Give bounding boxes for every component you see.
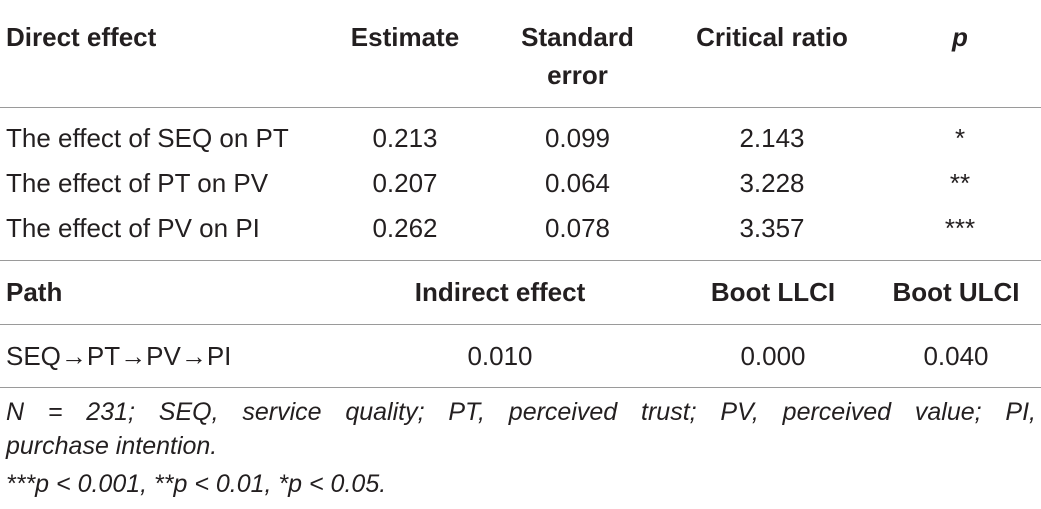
row-boot-llci: 0.000 — [740, 341, 806, 371]
row-indirect-effect: 0.010 — [467, 341, 533, 371]
row-standard-error: 0.078 — [544, 213, 611, 243]
row-estimate: 0.262 — [372, 213, 438, 243]
row-critical-ratio: 3.357 — [739, 213, 805, 243]
header-p: p — [952, 22, 968, 52]
header-standard-error-line2: error — [547, 60, 608, 90]
header-indirect-effect: Indirect effect — [414, 277, 586, 307]
row-p-value: *** — [944, 213, 976, 243]
row-label: The effect of PT on PV — [6, 168, 269, 198]
footnote-line-1: N = 231; SEQ, service quality; PT, perce… — [6, 398, 1036, 426]
row-estimate: 0.213 — [372, 123, 438, 153]
row-critical-ratio: 3.228 — [739, 168, 805, 198]
header-boot-llci: Boot LLCI — [710, 277, 836, 307]
row-standard-error: 0.099 — [544, 123, 611, 153]
row-boot-ulci: 0.040 — [923, 341, 989, 371]
row-estimate: 0.207 — [372, 168, 438, 198]
rule-table-bottom — [0, 387, 1041, 388]
row-label: The effect of SEQ on PT — [6, 123, 289, 153]
header-critical-ratio: Critical ratio — [696, 22, 848, 52]
row-critical-ratio: 2.143 — [739, 123, 805, 153]
header-boot-ulci: Boot ULCI — [892, 277, 1020, 307]
row-label: The effect of PV on PI — [6, 213, 260, 243]
rule-below-header-1 — [0, 107, 1041, 108]
header-direct-effect: Direct effect — [6, 22, 157, 52]
row-standard-error: 0.064 — [544, 168, 611, 198]
footnote-significance: ***p < 0.001, **p < 0.01, *p < 0.05. — [6, 470, 387, 498]
rule-below-header-2 — [0, 324, 1041, 325]
row-p-value: ** — [949, 168, 971, 198]
rule-above-header-2 — [0, 260, 1041, 261]
row-p-value: * — [954, 123, 966, 153]
table-footnote: N = 231; SEQ, service quality; PT, perce… — [6, 395, 1036, 501]
header-standard-error-line1: Standard — [521, 22, 634, 52]
header-path: Path — [6, 277, 63, 307]
footnote-line-2: purchase intention. — [6, 432, 218, 460]
row-path: SEQ→PT→PV→PI — [6, 341, 232, 371]
header-estimate: Estimate — [350, 22, 460, 52]
